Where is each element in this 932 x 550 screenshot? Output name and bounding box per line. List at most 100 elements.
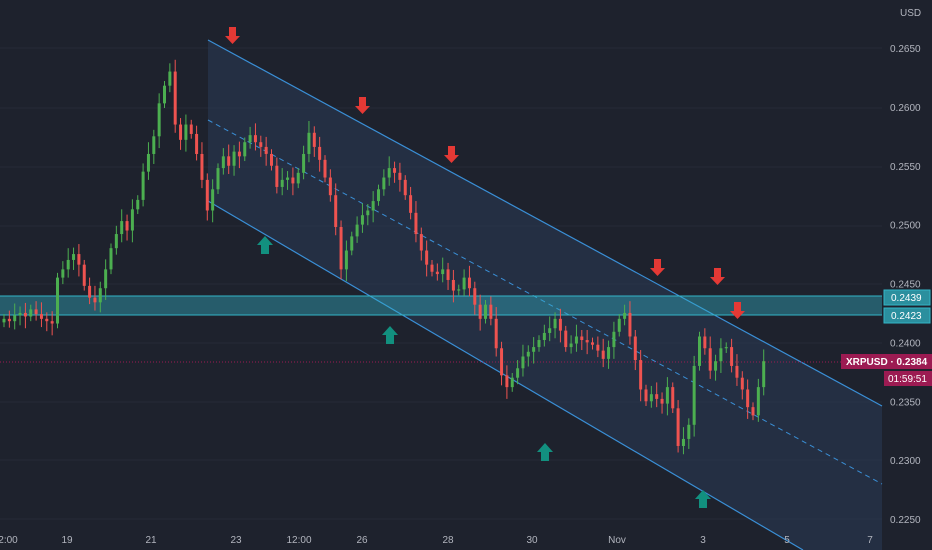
candle-body (130, 209, 134, 231)
candle-body (398, 172, 402, 180)
y-tick-label: 0.2600 (890, 103, 921, 114)
candle-body (243, 142, 247, 157)
zone-lower-tag-box (883, 307, 931, 324)
candle-body (13, 315, 17, 322)
currency-label: USD (900, 8, 921, 19)
candle-body (607, 347, 611, 359)
candle-body (125, 221, 129, 231)
candle-body (157, 103, 161, 137)
price-axis[interactable]: USD 0.2650 0.2600 0.2550 0.2500 0.2450 0.2400… (890, 8, 921, 526)
candle-body (39, 314, 43, 319)
candle-body (334, 195, 338, 227)
candle-body (179, 124, 183, 140)
candle-body (451, 279, 455, 291)
candle-body (569, 343, 573, 348)
candle-body (114, 234, 118, 249)
candle-body (425, 250, 429, 265)
candle-body (478, 304, 482, 319)
candle-body (264, 146, 268, 154)
candle-body (419, 234, 423, 251)
candle-body (714, 361, 718, 371)
candle-body (409, 195, 413, 213)
candle-body (355, 224, 359, 237)
candle-body (296, 172, 300, 184)
candle-body (633, 336, 637, 361)
candle-body (719, 348, 723, 362)
x-tick-label: 26 (356, 535, 368, 546)
candle-body (462, 277, 466, 290)
candle-body (548, 328, 552, 333)
candle-body (18, 312, 22, 316)
candle-body (45, 318, 49, 322)
support-zone[interactable] (0, 296, 882, 315)
channel-upper-line[interactable] (207, 39, 883, 407)
candle-body (275, 165, 279, 187)
candle-body (98, 288, 102, 303)
candle-body (66, 259, 70, 270)
candle-body (703, 336, 707, 349)
candle-body (120, 221, 124, 235)
candle-body (655, 394, 659, 399)
candle-body (237, 151, 241, 157)
candle-body (200, 153, 204, 180)
candle-body (360, 215, 364, 225)
candle-body (532, 347, 536, 352)
countdown-tag: 01:59:51 (884, 371, 932, 386)
candle-body (403, 179, 407, 196)
countdown-tag-box (884, 371, 932, 386)
candle-body (435, 271, 439, 275)
candle-body (232, 151, 236, 166)
candle-body (500, 348, 504, 376)
candle-body (173, 71, 177, 125)
y-tick-label: 0.2350 (890, 397, 921, 408)
x-tick-label: 7 (867, 535, 873, 546)
candle-body (109, 248, 113, 270)
candle-body (280, 179, 284, 187)
channel-fill (208, 40, 882, 550)
candle-body (163, 85, 166, 104)
time-axis[interactable]: 2:00 19 21 23 12:00 26 28 30 Nov 3 5 7 (0, 535, 873, 546)
candle-body (735, 365, 739, 378)
candle-body (371, 201, 375, 211)
buy-arrow-icon (695, 490, 711, 508)
candle-body (751, 407, 755, 416)
buy-arrow-icon (382, 326, 398, 344)
sell-arrow-icon (225, 27, 240, 44)
candle-body (221, 156, 225, 169)
candle-body (687, 424, 691, 439)
x-tick-label: 5 (784, 535, 790, 546)
candle-body (216, 168, 220, 190)
candle-body (253, 135, 257, 143)
candle-body (168, 71, 172, 86)
candle-body (146, 153, 150, 172)
candle-body (510, 377, 514, 388)
candle-body (152, 136, 156, 154)
candle-body (762, 361, 766, 388)
candle-body (23, 312, 27, 317)
candle-body (740, 377, 744, 390)
candle-body (377, 189, 380, 202)
zone-upper-tag: 0.2439 (883, 289, 931, 306)
candle-body (195, 133, 199, 154)
candle-body (56, 277, 59, 324)
candle-body (681, 438, 685, 446)
candle-body (516, 368, 520, 378)
candle-body (344, 250, 348, 270)
candle-body (521, 356, 525, 369)
candle-body (307, 132, 311, 154)
channel-middle-line[interactable] (207, 119, 883, 485)
y-tick-label: 0.2400 (890, 338, 921, 349)
symbol-price-tag-text: XRPUSD · 0.2384 (846, 357, 928, 368)
candle-body (537, 340, 541, 348)
candle-body (756, 387, 760, 416)
candle-body (542, 332, 546, 341)
sell-arrow-icon (650, 259, 665, 276)
candle-body (50, 321, 54, 324)
y-tick-label: 0.2650 (890, 44, 921, 55)
candle-body (318, 146, 322, 160)
candles (2, 59, 766, 455)
candle-body (553, 318, 557, 329)
x-tick-label: 19 (61, 535, 73, 546)
candle-body (457, 289, 461, 291)
